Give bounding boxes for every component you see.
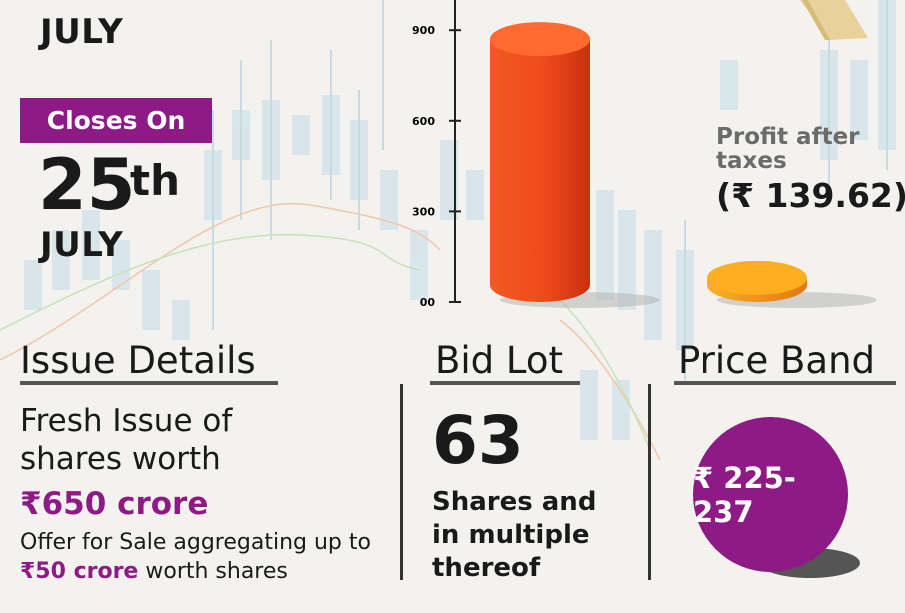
y-tick-label: 00 [420,296,436,309]
closes-on-badge: Closes On [20,98,212,143]
closes-month: JULY [40,225,124,265]
financial-bar-chart: 00 300 600 900 [412,0,877,309]
issue-details-underline [20,381,278,385]
price-band-title: Price Band [678,339,876,382]
bid-lot-title: Bid Lot [435,339,564,382]
bar-revenue-body [490,39,590,302]
y-tick-label: 300 [412,205,435,218]
closes-day-suffix: th [130,156,180,205]
bar-profit-after-taxes-top [707,260,807,295]
bid-lot-underline [430,381,580,385]
y-tick-label: 900 [412,24,435,37]
y-tick-label: 600 [412,115,435,128]
offer-for-sale-text: Offer for Sale aggregating up to ₹50 cro… [20,528,400,586]
ofs-suffix: worth shares [145,559,288,584]
opens-month: JULY [40,12,124,52]
closes-day: 25 [38,144,136,226]
bar-revenue [490,22,660,308]
ofs-amount: ₹50 crore [20,559,139,584]
bar-profit-after-taxes [707,260,877,308]
issue-details-title: Issue Details [20,339,256,382]
profit-after-taxes-value: (₹ 139.62) [716,176,905,215]
bid-lot-text: Shares and in multiple thereof [432,487,597,583]
fresh-issue-amount: ₹650 crore [20,486,209,522]
fresh-issue-text: Fresh Issue of shares worth [20,403,233,477]
price-band-circle: ₹ 225-237 [693,417,848,572]
bar-revenue-top [490,22,590,57]
bid-lot-number: 63 [432,402,524,479]
price-band-underline [674,381,896,385]
ofs-prefix: Offer for Sale aggregating up to [20,530,371,555]
divider-right [648,384,651,580]
profit-after-taxes-label: Profit after taxes [716,124,860,174]
divider-left [400,384,403,580]
